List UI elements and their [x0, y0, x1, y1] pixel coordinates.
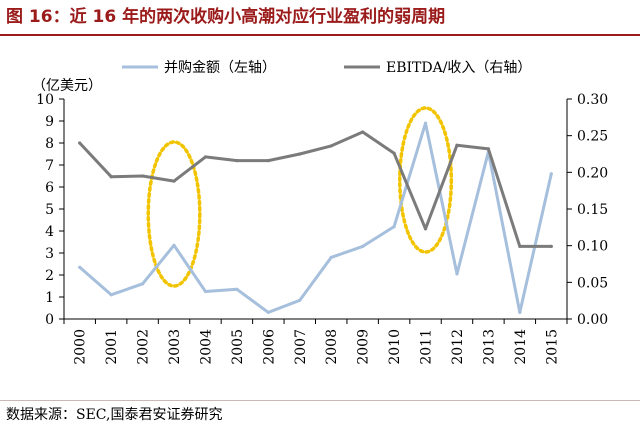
x-tick-label: 2004 [198, 329, 214, 365]
x-tick-label: 2006 [261, 329, 277, 365]
series-2-point [486, 147, 491, 151]
right-tick-label: 0.10 [577, 239, 608, 255]
series-1-point [140, 282, 145, 286]
left-tick-label: 1 [45, 290, 54, 306]
x-tick-label: 2000 [73, 329, 89, 365]
series-line-2 [78, 130, 553, 248]
series-1-point [172, 243, 176, 247]
left-axis-unit-label: （亿美元） [32, 78, 102, 94]
x-tick-label: 2014 [513, 329, 529, 365]
series-2-point [455, 143, 459, 147]
left-tick-label: 8 [45, 136, 54, 152]
left-tick-label: 7 [45, 158, 54, 174]
series-1-point [549, 172, 553, 176]
series-lines [78, 121, 553, 314]
right-tick-label: 0.15 [577, 202, 608, 218]
right-tick-label: 0.30 [577, 92, 608, 108]
series-1-point [203, 289, 208, 294]
series-2-point [298, 152, 302, 156]
axes: 0 1 2 3 4 5 6 7 8 9 10 0.00 0.05 0.10 0.15 0.20 0.25 0.30 [36, 92, 608, 328]
series-2-point [203, 155, 208, 159]
x-axis-tick-labels: 2000 2001 2002 2003 2004 2005 2006 2007 2008 2009… [73, 329, 561, 365]
left-tick-label: 4 [45, 224, 54, 240]
left-tick-label: 6 [45, 180, 54, 196]
right-tick-label: 0.20 [577, 165, 608, 181]
series-2-point [266, 159, 270, 163]
x-tick-label: 2005 [230, 329, 246, 365]
chart-title: 图 16：近 16 年的两次收购小高潮对应行业盈利的弱周期 [6, 7, 446, 27]
left-tick-label: 3 [45, 246, 54, 262]
x-tick-label: 2010 [387, 329, 403, 365]
series-2-point [235, 159, 239, 163]
x-tick-label: 2003 [167, 329, 183, 365]
x-tick-label: 2012 [450, 329, 466, 365]
footer-divider [0, 400, 640, 401]
series-1-point [266, 310, 270, 314]
series-2-point [329, 144, 333, 148]
series-1-point [235, 287, 239, 291]
x-tick-label: 2011 [419, 329, 435, 365]
series-1-point [518, 310, 522, 314]
series-2-point [549, 244, 553, 248]
right-tick-label: 0.00 [577, 312, 608, 328]
x-tick-label: 2002 [136, 329, 152, 365]
series-2-point [361, 130, 365, 134]
x-tick-label: 2001 [104, 329, 120, 365]
x-tick-label: 2009 [356, 329, 372, 365]
series-1-point [423, 121, 428, 125]
x-tick-label: 2008 [324, 329, 340, 365]
source-note: 数据来源：SEC,国泰君安证券研究 [6, 407, 223, 423]
series-1-point [329, 255, 333, 259]
series-1-point [78, 265, 82, 269]
highlight-ellipse-2 [398, 106, 454, 254]
series-2-point [140, 174, 145, 178]
left-tick-label: 5 [45, 202, 54, 218]
highlight-ellipses [146, 106, 454, 288]
series-1-point [392, 225, 396, 229]
title-divider [0, 34, 640, 36]
series-2-point [392, 151, 396, 155]
x-tick-label: 2013 [481, 329, 497, 365]
series-line-1 [78, 121, 553, 314]
left-tick-label: 0 [45, 312, 54, 328]
series-2-point [423, 227, 428, 231]
right-tick-label: 0.05 [577, 275, 608, 291]
legend: 并购金额（左轴） EBITDA/收入（右轴） [122, 60, 531, 76]
legend-label-1: 并购金额（左轴） [164, 60, 276, 76]
series-2-point [78, 141, 82, 145]
series-1-point [455, 272, 459, 276]
highlight-ellipse-1 [146, 140, 202, 288]
left-tick-label: 2 [45, 268, 54, 284]
dual-axis-line-chart: 并购金额（左轴） EBITDA/收入（右轴） （亿美元） 0 1 2 3 4 5 6 7 8 9 10… [32, 60, 608, 365]
legend-label-2: EBITDA/收入（右轴） [386, 60, 531, 76]
series-1-point [298, 298, 302, 302]
left-tick-label: 9 [45, 114, 54, 130]
series-2-point [518, 244, 522, 248]
series-2-point [172, 179, 176, 183]
x-tick-label: 2015 [544, 329, 560, 365]
series-1-point [361, 244, 365, 248]
series-1-point [109, 293, 113, 297]
x-tick-label: 2007 [293, 329, 309, 365]
series-2-point [109, 175, 113, 179]
left-tick-label: 10 [36, 92, 54, 108]
right-tick-label: 0.25 [577, 129, 608, 145]
